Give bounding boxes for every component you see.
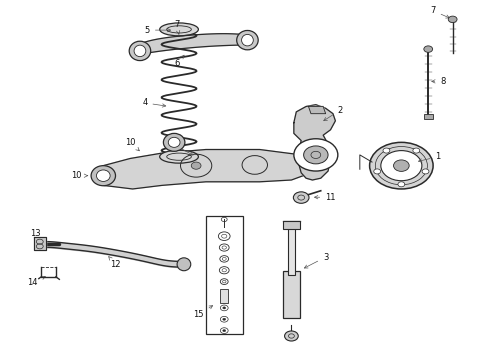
Circle shape [424,46,433,52]
Bar [283,221,300,229]
Text: 8: 8 [432,77,445,86]
Ellipse shape [134,45,146,57]
Text: 4: 4 [142,98,166,107]
Bar [220,289,228,303]
Ellipse shape [160,150,198,163]
Bar [206,216,243,334]
Circle shape [304,146,328,164]
Ellipse shape [97,170,110,181]
Text: 9: 9 [167,138,193,155]
Ellipse shape [237,31,258,50]
Ellipse shape [91,166,116,186]
Circle shape [223,318,226,320]
Circle shape [393,160,409,171]
Text: 10: 10 [125,138,139,151]
Circle shape [374,169,381,174]
Text: 13: 13 [30,229,41,241]
Polygon shape [309,107,326,114]
Text: 1: 1 [418,152,441,162]
Ellipse shape [129,41,151,60]
Circle shape [381,150,422,181]
Circle shape [223,329,226,332]
Bar [283,271,300,318]
Polygon shape [103,149,311,189]
Polygon shape [294,105,335,180]
Text: 6: 6 [174,55,184,68]
Ellipse shape [163,134,185,151]
Ellipse shape [242,35,253,46]
Text: 7: 7 [430,6,449,18]
Circle shape [369,142,433,189]
Circle shape [422,169,429,174]
Ellipse shape [160,23,198,36]
Text: 7: 7 [174,19,180,34]
Circle shape [448,16,457,23]
Circle shape [383,148,390,153]
Circle shape [294,192,309,203]
Bar [424,114,433,119]
Text: 15: 15 [194,306,213,319]
Circle shape [191,162,201,169]
Text: 2: 2 [324,105,343,121]
Text: 10: 10 [71,171,88,180]
Circle shape [223,307,226,309]
Text: 11: 11 [315,193,336,202]
Polygon shape [34,237,46,250]
Text: 3: 3 [304,253,328,268]
Text: 5: 5 [145,26,171,35]
Ellipse shape [168,137,180,147]
Text: 14: 14 [27,276,46,287]
Circle shape [285,331,298,341]
Bar [288,228,295,275]
Circle shape [398,182,405,187]
Text: 12: 12 [109,257,121,269]
Polygon shape [135,34,251,55]
Ellipse shape [177,258,191,271]
Circle shape [413,148,420,153]
Circle shape [294,139,338,171]
